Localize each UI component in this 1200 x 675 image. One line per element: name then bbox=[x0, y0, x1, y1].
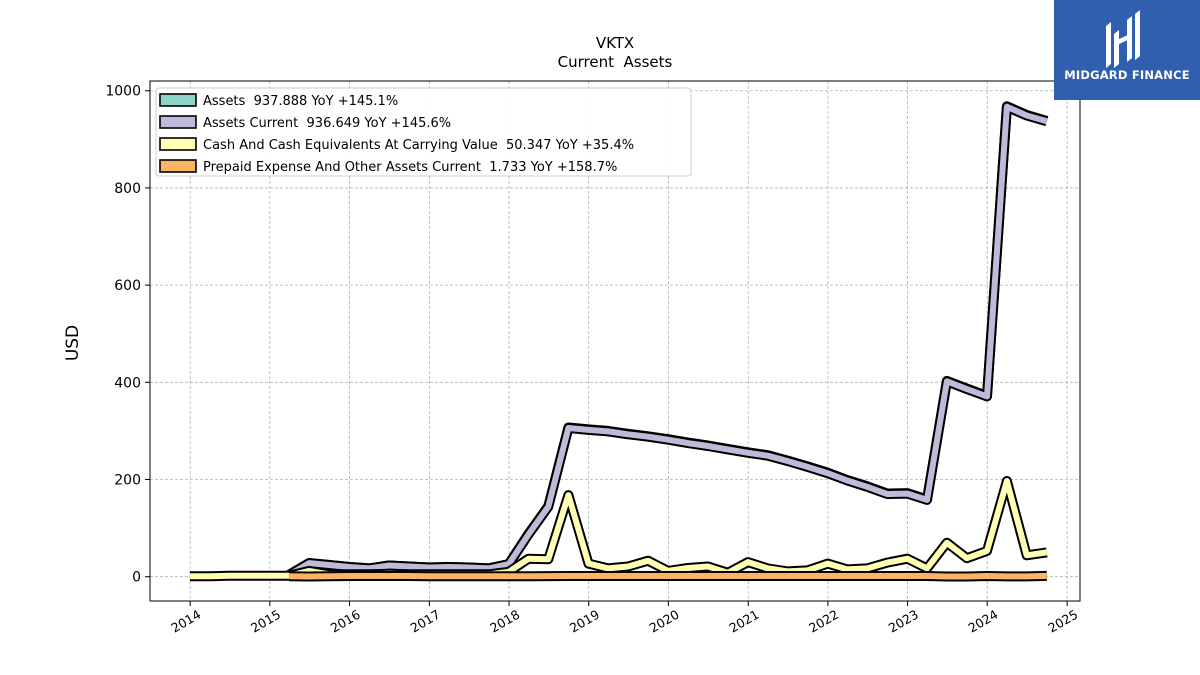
legend-label-4: Prepaid Expense And Other Assets Current… bbox=[203, 160, 617, 175]
y-tick-label: 400 bbox=[114, 375, 141, 391]
legend-swatch-3 bbox=[159, 137, 197, 151]
x-tick-label: 2015 bbox=[248, 607, 283, 636]
chart-title: VKTX bbox=[596, 34, 634, 52]
legend-label-2: Assets Current 936.649 YoY +145.6% bbox=[203, 116, 451, 131]
chart-subtitle: Current Assets bbox=[558, 53, 673, 71]
y-axis-label: USD bbox=[63, 325, 83, 361]
legend-label-3: Cash And Cash Equivalents At Carrying Va… bbox=[203, 138, 634, 153]
y-tick-label: 1000 bbox=[105, 84, 141, 100]
x-tick-label: 2024 bbox=[965, 607, 1000, 636]
x-tick-label: 2014 bbox=[168, 607, 203, 636]
x-tick-label: 2025 bbox=[1045, 607, 1080, 636]
x-tick-label: 2016 bbox=[328, 607, 363, 636]
x-tick-label: 2019 bbox=[567, 607, 602, 636]
x-tick-label: 2020 bbox=[647, 607, 682, 636]
series-line-4 bbox=[289, 572, 1047, 580]
brand-logo: MIDGARD FINANCE bbox=[1054, 0, 1200, 100]
y-tick-label: 200 bbox=[114, 473, 141, 489]
legend-swatch-1 bbox=[159, 93, 197, 107]
x-tick-label: 2022 bbox=[806, 607, 841, 636]
legend: Assets 937.888 YoY +145.1% Assets Current… bbox=[155, 87, 692, 177]
x-tick-label: 2017 bbox=[408, 607, 443, 636]
legend-swatch-2 bbox=[159, 115, 197, 129]
x-tick-label: 2018 bbox=[487, 607, 522, 636]
series-group bbox=[189, 101, 1049, 582]
plot-frame bbox=[149, 80, 1081, 602]
brand-name: MIDGARD FINANCE bbox=[1064, 68, 1190, 82]
midgard-logo-icon bbox=[1106, 10, 1140, 68]
legend-box bbox=[155, 87, 692, 177]
x-tick-label: 2023 bbox=[886, 607, 921, 636]
y-tick-label: 800 bbox=[114, 181, 141, 197]
series-line-2 bbox=[287, 103, 1048, 578]
y-tick-label: 0 bbox=[132, 570, 141, 586]
y-tick-label: 600 bbox=[114, 278, 141, 294]
legend-swatch-4 bbox=[159, 159, 197, 173]
legend-label-1: Assets 937.888 YoY +145.1% bbox=[203, 94, 398, 109]
x-tick-label: 2021 bbox=[726, 607, 761, 636]
